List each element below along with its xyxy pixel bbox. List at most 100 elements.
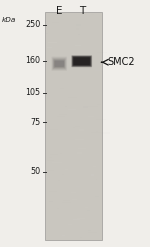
Bar	[78, 63, 80, 65]
Bar	[61, 202, 71, 203]
Bar	[68, 97, 77, 98]
Text: SMC2: SMC2	[107, 57, 135, 67]
Bar	[83, 67, 92, 69]
Bar	[49, 191, 57, 192]
Bar	[65, 169, 68, 170]
Text: E: E	[56, 6, 63, 16]
Bar	[74, 57, 81, 58]
Bar	[66, 22, 74, 23]
Bar	[46, 33, 48, 34]
Bar	[71, 189, 76, 190]
Bar	[52, 206, 60, 207]
Bar	[95, 196, 99, 197]
Bar	[75, 139, 84, 141]
Bar	[88, 116, 94, 117]
FancyBboxPatch shape	[72, 56, 91, 66]
Bar	[96, 131, 104, 132]
Bar	[57, 208, 59, 209]
Bar	[58, 180, 60, 181]
Bar	[69, 188, 74, 189]
Text: kDa: kDa	[2, 17, 16, 23]
Bar	[93, 166, 96, 167]
Bar	[49, 201, 53, 202]
Bar	[60, 88, 64, 89]
Bar	[88, 232, 97, 233]
Bar	[62, 155, 67, 156]
Bar	[54, 114, 62, 115]
Bar	[101, 132, 110, 134]
Bar	[71, 192, 76, 193]
Bar	[80, 237, 82, 238]
Bar	[59, 114, 67, 115]
FancyBboxPatch shape	[74, 58, 90, 65]
Bar	[48, 178, 49, 179]
Bar	[72, 115, 76, 116]
Bar	[47, 175, 52, 176]
Text: T: T	[79, 6, 85, 16]
Bar	[68, 224, 72, 225]
Bar	[78, 148, 86, 149]
Bar	[62, 174, 64, 175]
Bar	[62, 235, 65, 236]
Bar	[94, 141, 102, 142]
Bar	[81, 57, 89, 58]
Text: 160: 160	[26, 56, 40, 65]
Bar	[88, 230, 91, 231]
Bar	[97, 154, 99, 155]
Bar	[73, 81, 78, 82]
Bar	[82, 202, 85, 203]
Bar	[45, 12, 102, 240]
Bar	[84, 151, 94, 152]
Bar	[77, 218, 85, 219]
Bar	[78, 74, 87, 75]
Bar	[77, 152, 82, 154]
Bar	[93, 64, 95, 65]
Bar	[87, 210, 90, 211]
Bar	[65, 105, 67, 107]
Bar	[79, 129, 84, 130]
Bar	[91, 132, 101, 133]
Text: 75: 75	[30, 118, 40, 127]
Bar	[47, 170, 54, 171]
Bar	[52, 22, 59, 23]
Bar	[96, 232, 102, 233]
Text: 50: 50	[30, 167, 40, 176]
FancyBboxPatch shape	[73, 57, 91, 66]
FancyBboxPatch shape	[54, 60, 65, 68]
FancyBboxPatch shape	[53, 59, 66, 69]
Bar	[68, 108, 76, 110]
Bar	[61, 190, 66, 191]
Text: 250: 250	[25, 20, 40, 29]
Bar	[47, 47, 52, 48]
Bar	[95, 70, 103, 71]
Bar	[57, 116, 65, 117]
Bar	[63, 200, 70, 201]
Bar	[62, 143, 66, 144]
Bar	[83, 106, 88, 108]
Bar	[52, 162, 62, 163]
Bar	[59, 83, 66, 84]
Bar	[91, 14, 94, 15]
Bar	[97, 104, 101, 105]
Bar	[48, 176, 57, 177]
Bar	[96, 179, 97, 180]
Bar	[50, 154, 58, 155]
Bar	[96, 119, 106, 120]
FancyBboxPatch shape	[54, 61, 64, 67]
Bar	[91, 174, 94, 176]
Bar	[97, 52, 107, 53]
Bar	[48, 41, 57, 43]
Bar	[74, 89, 80, 90]
Bar	[76, 28, 79, 30]
FancyBboxPatch shape	[51, 57, 67, 71]
Bar	[78, 34, 80, 35]
Bar	[58, 77, 66, 78]
Bar	[100, 12, 103, 13]
FancyBboxPatch shape	[52, 58, 66, 70]
Bar	[47, 160, 54, 161]
Text: 105: 105	[25, 88, 40, 97]
Bar	[87, 106, 98, 107]
FancyBboxPatch shape	[71, 55, 92, 67]
Bar	[75, 45, 81, 46]
Bar	[78, 16, 80, 17]
